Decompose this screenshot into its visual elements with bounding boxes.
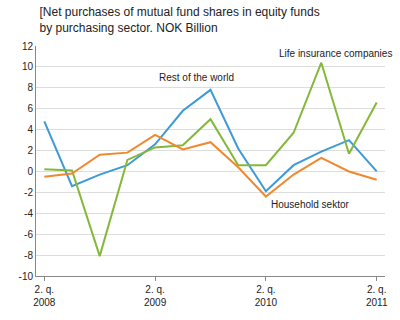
svg-text:10: 10: [22, 61, 34, 72]
svg-text:4: 4: [27, 124, 33, 135]
svg-text:-2: -2: [24, 187, 33, 198]
svg-text:2. q.2011: 2. q.2011: [366, 284, 388, 308]
svg-text:Life insurance companies: Life insurance companies: [279, 48, 392, 59]
svg-text:2. q.2009: 2. q.2009: [144, 284, 167, 308]
svg-text:2: 2: [27, 145, 33, 156]
svg-text:-6: -6: [24, 229, 33, 240]
svg-text:6: 6: [27, 103, 33, 114]
svg-text:2. q.2010: 2. q.2010: [255, 284, 278, 308]
svg-text:0: 0: [27, 166, 33, 177]
svg-text:-10: -10: [19, 271, 34, 282]
svg-text:Rest of the world: Rest of the world: [159, 72, 234, 83]
svg-text:2. q.2008: 2. q.2008: [33, 284, 56, 308]
svg-text:[Net purchases of mutual fund: [Net purchases of mutual fund shares in …: [39, 5, 319, 35]
svg-text:12: 12: [22, 41, 34, 52]
svg-text:Household sektor: Household sektor: [271, 199, 349, 210]
svg-text:-8: -8: [24, 250, 33, 261]
svg-text:-4: -4: [24, 208, 33, 219]
svg-text:8: 8: [27, 82, 33, 93]
